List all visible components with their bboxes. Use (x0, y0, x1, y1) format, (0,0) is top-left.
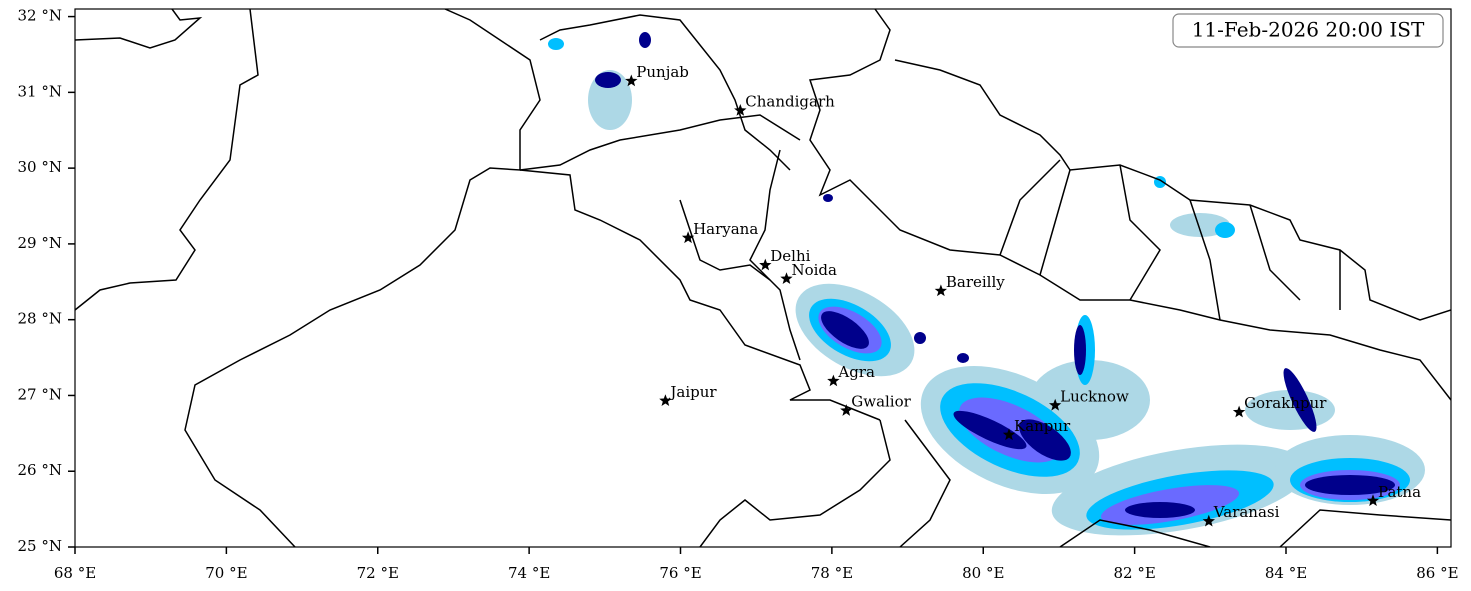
city-label: Bareilly (946, 273, 1005, 291)
city-marker (1366, 494, 1380, 506)
city-marker (1232, 405, 1246, 418)
city-label: Punjab (636, 63, 689, 81)
map-body (75, 9, 1451, 547)
frame (74, 8, 1452, 548)
city-label: Gwalior (851, 393, 911, 411)
city-marker (625, 74, 638, 87)
x-tick-label: 68 °E (54, 564, 96, 582)
city-marker (780, 272, 793, 284)
x-tick-label: 74 °E (508, 564, 550, 582)
y-tick-label: 30 °N (18, 158, 62, 176)
city-marker (759, 258, 772, 271)
city-label: Kanpur (1014, 417, 1071, 435)
borders (75, 9, 1451, 547)
city-label: Chandigarh (745, 93, 835, 111)
city-label: Jaipur (668, 383, 717, 401)
x-tick-label: 86 °E (1416, 564, 1458, 582)
title: 11-Feb-2026 20:00 IST (1192, 18, 1425, 42)
city-marker (1002, 428, 1016, 441)
city-label: Delhi (770, 247, 810, 265)
y-tick-label: 26 °N (18, 461, 62, 479)
city-label: Varanasi (1213, 503, 1280, 521)
city-marker (681, 231, 695, 244)
city-marker (659, 394, 672, 406)
x-tick-label: 70 °E (205, 564, 247, 582)
title-box (1172, 13, 1444, 48)
city-marker (1049, 398, 1062, 411)
city-label: Agra (837, 363, 875, 381)
city-label: Gorakhpur (1244, 394, 1327, 412)
city-label: Patna (1378, 483, 1421, 501)
city-label: Lucknow (1060, 387, 1129, 405)
rainfall (548, 32, 1425, 536)
y-tick-label: 28 °N (18, 310, 62, 328)
city-marker (840, 404, 853, 416)
y-tick-label: 29 °N (18, 234, 62, 252)
y-tick-label: 25 °N (18, 537, 62, 555)
city-label: Noida (791, 261, 837, 279)
y-tick-label: 27 °N (18, 385, 62, 403)
x-tick-label: 84 °E (1265, 564, 1307, 582)
x-tick-label: 78 °E (811, 564, 853, 582)
x-tick-label: 72 °E (357, 564, 399, 582)
y-tick-label: 32 °N (18, 7, 62, 25)
city-marker (827, 374, 840, 387)
city-marker (1202, 514, 1215, 527)
x-tick-label: 82 °E (1113, 564, 1155, 582)
city-label: Haryana (693, 220, 758, 238)
city-marker (734, 104, 747, 116)
y-tick-label: 31 °N (18, 82, 62, 100)
x-tick-label: 80 °E (962, 564, 1004, 582)
city-marker (934, 284, 947, 297)
x-tick-label: 76 °E (659, 564, 701, 582)
